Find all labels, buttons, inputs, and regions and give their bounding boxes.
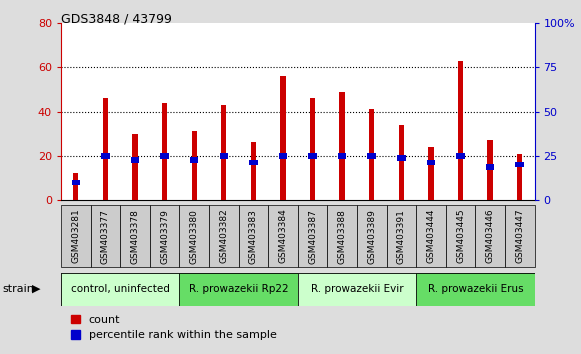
Bar <box>446 205 475 267</box>
Bar <box>368 153 376 159</box>
Text: GSM403391: GSM403391 <box>397 209 406 264</box>
Bar <box>327 205 357 267</box>
Text: GSM403377: GSM403377 <box>101 209 110 264</box>
Bar <box>150 205 180 267</box>
Bar <box>310 98 315 200</box>
Bar <box>369 109 374 200</box>
Text: control, uninfected: control, uninfected <box>71 284 170 295</box>
Text: GSM403446: GSM403446 <box>486 209 494 263</box>
Text: GSM403281: GSM403281 <box>71 209 80 263</box>
Bar <box>61 205 91 267</box>
Bar <box>249 160 257 165</box>
Text: GSM403380: GSM403380 <box>189 209 199 264</box>
Text: GSM403445: GSM403445 <box>456 209 465 263</box>
Bar <box>131 158 139 163</box>
Bar <box>517 154 522 200</box>
Bar <box>180 273 297 306</box>
Text: GDS3848 / 43799: GDS3848 / 43799 <box>61 12 172 25</box>
Bar <box>487 140 493 200</box>
Bar <box>309 153 317 159</box>
Bar <box>73 173 78 200</box>
Bar <box>416 273 535 306</box>
Bar <box>456 153 465 159</box>
Text: GSM403447: GSM403447 <box>515 209 524 263</box>
Text: R. prowazekii Evir: R. prowazekii Evir <box>311 284 403 295</box>
Bar <box>103 98 108 200</box>
Bar <box>192 131 197 200</box>
Bar <box>209 205 239 267</box>
Bar <box>297 205 327 267</box>
Bar <box>357 205 386 267</box>
Bar <box>132 133 138 200</box>
Bar <box>458 61 463 200</box>
Bar <box>101 153 110 159</box>
Bar <box>91 205 120 267</box>
Text: GSM403388: GSM403388 <box>338 209 347 264</box>
Bar <box>416 205 446 267</box>
Bar <box>221 105 227 200</box>
Text: GSM403383: GSM403383 <box>249 209 258 264</box>
Text: GSM403444: GSM403444 <box>426 209 435 263</box>
Bar <box>180 205 209 267</box>
Bar <box>120 205 150 267</box>
Bar <box>505 205 535 267</box>
Bar <box>220 153 228 159</box>
Text: R. prowazekii Erus: R. prowazekii Erus <box>428 284 523 295</box>
Bar <box>475 205 505 267</box>
Bar <box>280 76 286 200</box>
Bar <box>426 160 435 165</box>
Bar <box>279 153 287 159</box>
Bar <box>486 164 494 170</box>
Bar <box>239 205 268 267</box>
Bar <box>190 158 199 163</box>
Bar <box>268 205 297 267</box>
Bar <box>297 273 416 306</box>
Text: GSM403387: GSM403387 <box>308 209 317 264</box>
Bar <box>71 179 80 185</box>
Bar <box>515 162 524 167</box>
Text: GSM403379: GSM403379 <box>160 209 169 264</box>
Text: GSM403382: GSM403382 <box>219 209 228 263</box>
Text: GSM403378: GSM403378 <box>131 209 139 264</box>
Bar <box>397 155 406 161</box>
Bar <box>61 273 180 306</box>
Text: strain: strain <box>3 284 35 293</box>
Bar <box>160 153 169 159</box>
Legend: count, percentile rank within the sample: count, percentile rank within the sample <box>67 310 281 345</box>
Bar <box>386 205 416 267</box>
Text: GSM403384: GSM403384 <box>278 209 288 263</box>
Text: ▶: ▶ <box>32 284 41 293</box>
Text: R. prowazekii Rp22: R. prowazekii Rp22 <box>189 284 288 295</box>
Bar <box>338 153 346 159</box>
Bar <box>162 103 167 200</box>
Bar <box>399 125 404 200</box>
Text: GSM403389: GSM403389 <box>367 209 376 264</box>
Bar <box>428 147 433 200</box>
Bar <box>339 92 345 200</box>
Bar <box>251 142 256 200</box>
